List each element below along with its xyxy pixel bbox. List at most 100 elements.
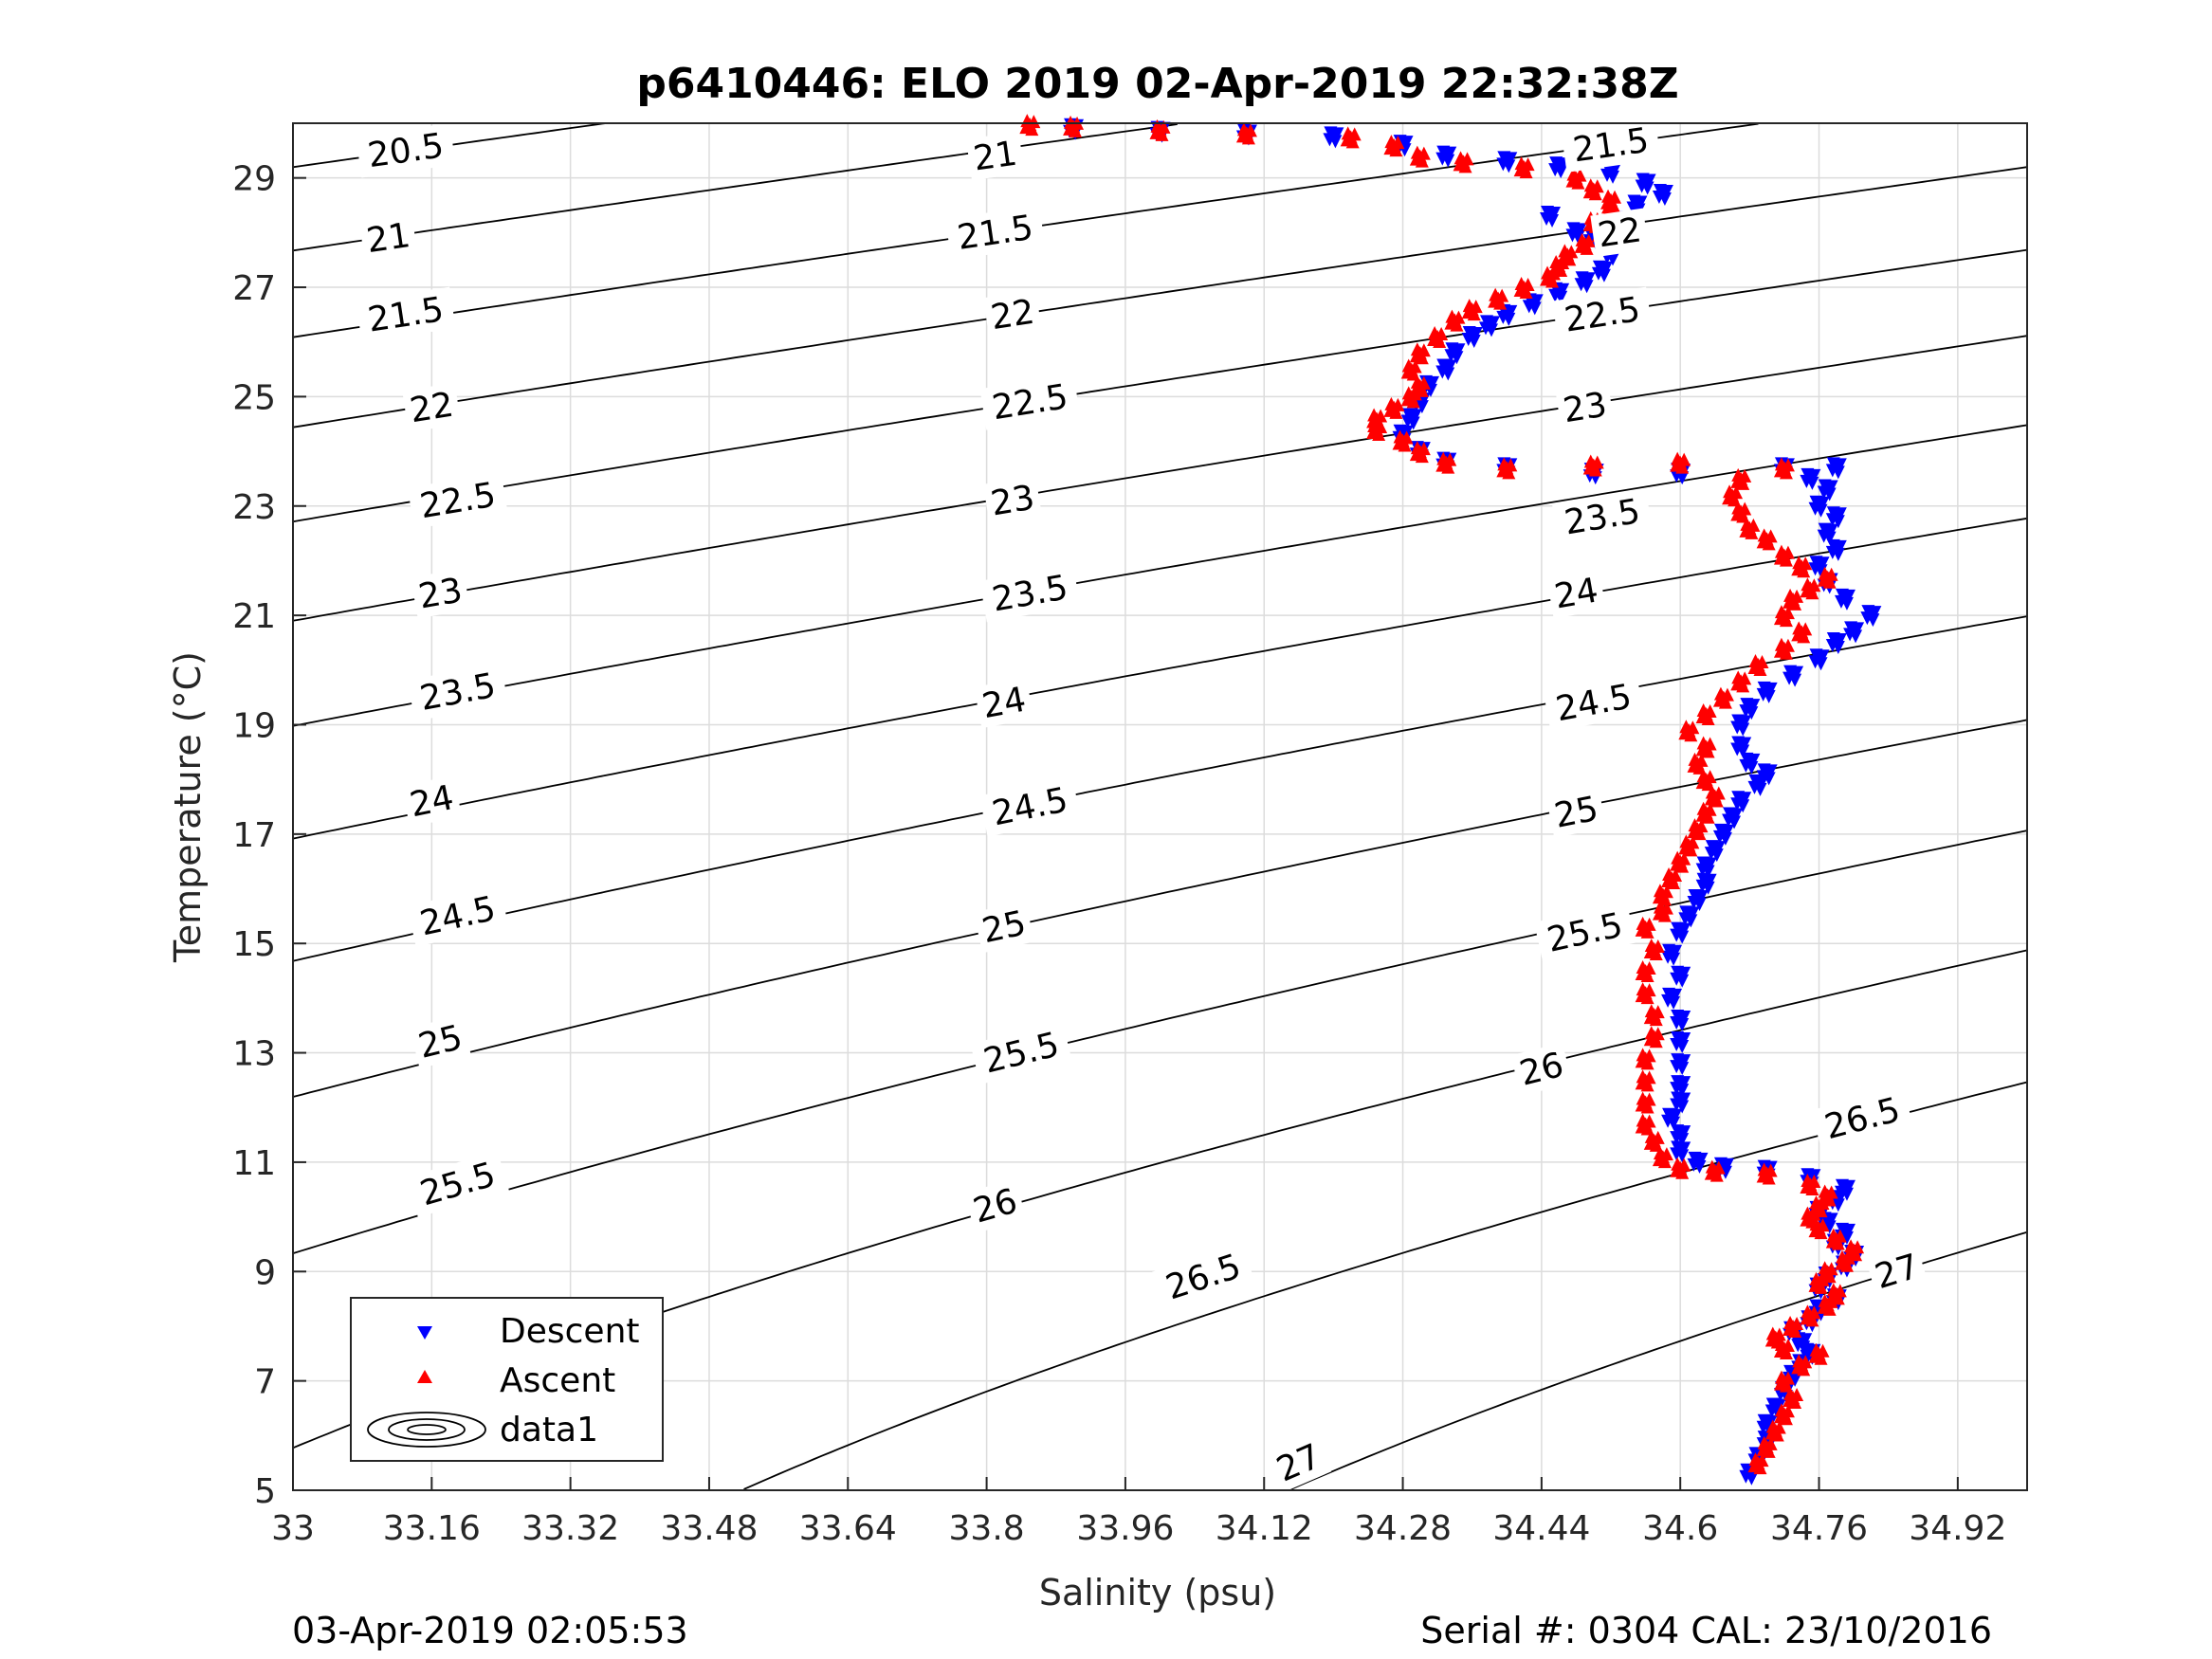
contour-label-text: 24 bbox=[407, 778, 457, 825]
descent-point bbox=[1580, 280, 1594, 294]
ascent-point bbox=[1822, 1302, 1837, 1316]
ascent-point bbox=[1809, 1342, 1823, 1357]
contour-label: 22 bbox=[402, 382, 462, 433]
ascent-point bbox=[1779, 553, 1793, 567]
contour-line-22 bbox=[292, 166, 2028, 428]
y-tick-label: 27 bbox=[232, 269, 276, 308]
y-axis-label: Temperature (°C) bbox=[167, 651, 209, 963]
contour-label-bg bbox=[1534, 902, 1636, 963]
descent-point bbox=[1571, 230, 1585, 245]
ascent-point bbox=[1779, 465, 1793, 480]
descent-point bbox=[1814, 503, 1828, 518]
ascent-point bbox=[1809, 1195, 1823, 1210]
ascent-point bbox=[1822, 574, 1837, 589]
ascent-point bbox=[1757, 1435, 1771, 1449]
descent-point bbox=[1731, 714, 1746, 728]
ascent-point bbox=[1792, 621, 1806, 635]
descent-point bbox=[1713, 823, 1728, 837]
descent-point bbox=[1401, 408, 1416, 422]
contour-label-text: 21 bbox=[364, 216, 412, 261]
descent-point bbox=[1849, 629, 1863, 644]
descent-point bbox=[1541, 206, 1555, 220]
descent-point bbox=[1788, 673, 1802, 687]
descent-point bbox=[1436, 145, 1451, 159]
legend-descent-marker bbox=[417, 1326, 432, 1340]
descent-point bbox=[1671, 1140, 1685, 1155]
ascent-point bbox=[1684, 843, 1698, 857]
descent-point bbox=[1441, 367, 1455, 381]
legend-data1-label: data1 bbox=[500, 1411, 598, 1449]
descent-point bbox=[1814, 564, 1828, 578]
ascent-point bbox=[1497, 457, 1511, 471]
ascent-point bbox=[1640, 1121, 1654, 1136]
descent-point bbox=[1462, 325, 1476, 339]
ascent-point bbox=[1839, 1258, 1854, 1272]
descent-point bbox=[1814, 657, 1828, 671]
descent-point bbox=[1696, 872, 1710, 886]
contour-label: 21.5 bbox=[356, 286, 456, 343]
ascent-point bbox=[1636, 1091, 1650, 1105]
contour-label-bg bbox=[973, 901, 1034, 954]
ascent-point bbox=[1849, 1248, 1863, 1262]
footer-serial-cal: Serial #: 0304 CAL: 23/10/2016 bbox=[1420, 1610, 1992, 1651]
legend-contour-symbol bbox=[367, 1412, 486, 1448]
ascent-point bbox=[1731, 501, 1746, 515]
ascent-point bbox=[1783, 1315, 1798, 1329]
ascent-point bbox=[1753, 1461, 1767, 1475]
ascent-point bbox=[1675, 859, 1690, 873]
descent-point bbox=[1731, 791, 1746, 805]
descent-point bbox=[1671, 1091, 1685, 1105]
ascent-point bbox=[1822, 1193, 1837, 1207]
ascent-point bbox=[1788, 1323, 1802, 1338]
descent-point bbox=[1844, 621, 1858, 635]
descent-point bbox=[1826, 457, 1840, 471]
ascent-point bbox=[1826, 1228, 1840, 1242]
contour-labels: 20.5 21 21.5 22 22.5 23 23.5 24 24.5 25 25.5 26 21 21… bbox=[356, 118, 1929, 1493]
y-tick-label: 9 bbox=[254, 1253, 276, 1292]
descent-point bbox=[1549, 156, 1563, 171]
contour-label-text: 22.5 bbox=[1562, 290, 1642, 340]
descent-point bbox=[1740, 698, 1754, 712]
ascent-point bbox=[1636, 960, 1650, 975]
ascent-point bbox=[1636, 1048, 1650, 1062]
descent-point bbox=[1554, 165, 1568, 179]
contour-label-bg bbox=[407, 472, 508, 529]
ascent-point bbox=[1688, 818, 1702, 832]
descent-point bbox=[1675, 1040, 1690, 1054]
legend: Descent Ascent data1 bbox=[350, 1297, 664, 1462]
x-tick-label: 33.64 bbox=[799, 1509, 897, 1548]
contour-label: 23 bbox=[982, 475, 1043, 526]
descent-point bbox=[1640, 181, 1654, 195]
contour-label-text: 23 bbox=[988, 479, 1037, 524]
descent-point bbox=[1627, 194, 1641, 209]
ascent-point bbox=[1762, 1444, 1776, 1458]
descent-point bbox=[1667, 952, 1681, 966]
legend-box bbox=[350, 1297, 664, 1462]
ascent-point bbox=[1831, 1291, 1845, 1305]
ascent-point bbox=[1671, 1157, 1685, 1171]
ascent-point bbox=[1835, 1249, 1849, 1264]
ascent-point bbox=[1723, 484, 1737, 499]
ascent-point bbox=[1728, 493, 1742, 507]
contour-label: 22 bbox=[1590, 208, 1650, 258]
ascent-point bbox=[1649, 1034, 1663, 1048]
contour-label: 22.5 bbox=[1552, 286, 1653, 343]
ascent-point bbox=[1064, 115, 1078, 129]
contour-label-text: 22 bbox=[1596, 210, 1644, 255]
x-tick-label: 34.12 bbox=[1216, 1509, 1313, 1548]
contour-label-bg bbox=[1546, 568, 1606, 619]
descent-point bbox=[1762, 772, 1776, 786]
ascent-point bbox=[1410, 145, 1424, 159]
contour-label-text: 23.5 bbox=[989, 568, 1070, 619]
contour-label-text: 26.5 bbox=[1820, 1090, 1904, 1147]
descent-point bbox=[1718, 831, 1732, 846]
legend-ascent-marker bbox=[417, 1370, 432, 1383]
descent-point bbox=[1818, 479, 1832, 493]
x-tick-label: 33 bbox=[271, 1509, 315, 1548]
ascent-point bbox=[1701, 810, 1715, 824]
ascent-point bbox=[1736, 509, 1750, 523]
descent-point bbox=[1839, 596, 1854, 611]
descent-point bbox=[1554, 290, 1568, 304]
chart-title: p6410446: ELO 2019 02-Apr-2019 22:32:38Z bbox=[636, 60, 1678, 108]
contour-label-bg bbox=[1266, 1432, 1332, 1493]
